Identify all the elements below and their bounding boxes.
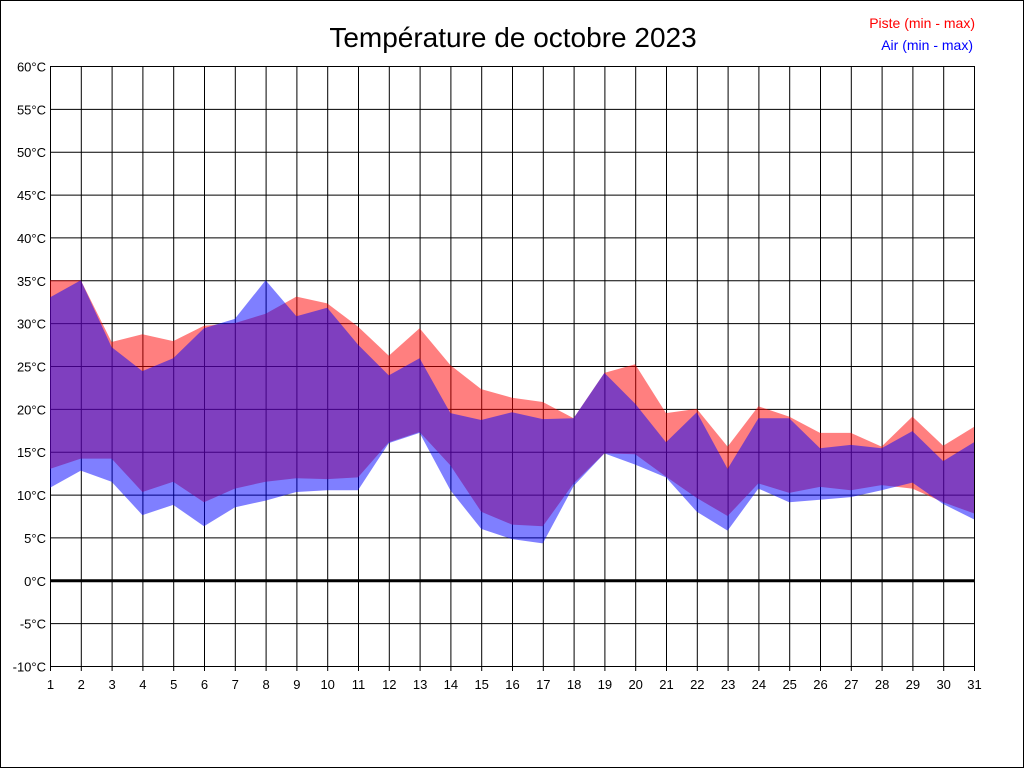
x-tick-label: 15 xyxy=(474,677,488,692)
x-tick-label: 29 xyxy=(906,677,920,692)
x-tick-label: 19 xyxy=(598,677,612,692)
x-tick-label: 17 xyxy=(536,677,550,692)
x-tick-label: 27 xyxy=(844,677,858,692)
x-tick-label: 31 xyxy=(967,677,981,692)
series-areas xyxy=(50,280,974,544)
y-tick-label: 5°C xyxy=(24,531,46,546)
x-tick-label: 5 xyxy=(170,677,177,692)
y-tick-label: 30°C xyxy=(17,317,46,332)
y-tick-label: 50°C xyxy=(17,145,46,160)
x-tick-label: 3 xyxy=(108,677,115,692)
x-tick-label: 21 xyxy=(659,677,673,692)
y-tick-label: 40°C xyxy=(17,231,46,246)
x-tick-label: 18 xyxy=(567,677,581,692)
x-tick-label: 14 xyxy=(444,677,458,692)
y-tick-label: 15°C xyxy=(17,445,46,460)
x-tick-label: 12 xyxy=(382,677,396,692)
x-tick-label: 16 xyxy=(505,677,519,692)
y-tick-label: 10°C xyxy=(17,488,46,503)
y-tick-label: 45°C xyxy=(17,188,46,203)
y-tick-label: 20°C xyxy=(17,402,46,417)
x-tick-label: 7 xyxy=(232,677,239,692)
x-tick-label: 26 xyxy=(813,677,827,692)
y-tick-label: -10°C xyxy=(13,660,46,675)
y-tick-label: 60°C xyxy=(17,60,46,75)
x-tick-label: 4 xyxy=(139,677,146,692)
x-tick-label: 6 xyxy=(201,677,208,692)
x-tick-label: 22 xyxy=(690,677,704,692)
x-tick-label: 30 xyxy=(936,677,950,692)
x-tick-label: 8 xyxy=(262,677,269,692)
y-tick-label: 0°C xyxy=(24,574,46,589)
x-tick-label: 24 xyxy=(752,677,766,692)
y-tick-label: 55°C xyxy=(17,102,46,117)
axes: -10°C -5°C 0°C 5°C 10°C 15°C 20°C 25°C 30°C 35°C 4… xyxy=(13,60,982,693)
x-tick-label: 13 xyxy=(413,677,427,692)
y-tick-label: -5°C xyxy=(20,617,46,632)
x-tick-label: 11 xyxy=(352,677,366,692)
x-tick-label: 1 xyxy=(47,677,54,692)
x-tick-label: 2 xyxy=(78,677,85,692)
y-tick-label: 25°C xyxy=(17,360,46,375)
x-tick-label: 23 xyxy=(721,677,735,692)
legend-piste: Piste (min - max) xyxy=(869,15,975,31)
x-tick-label: 25 xyxy=(782,677,796,692)
x-tick-label: 20 xyxy=(628,677,642,692)
x-tick-label: 10 xyxy=(320,677,334,692)
x-tick-label: 9 xyxy=(293,677,300,692)
air-range-area xyxy=(50,280,974,544)
x-tick-label: 28 xyxy=(875,677,889,692)
legend-air: Air (min - max) xyxy=(881,37,973,53)
y-tick-label: 35°C xyxy=(17,274,46,289)
chart-title: Température de octobre 2023 xyxy=(329,22,696,53)
